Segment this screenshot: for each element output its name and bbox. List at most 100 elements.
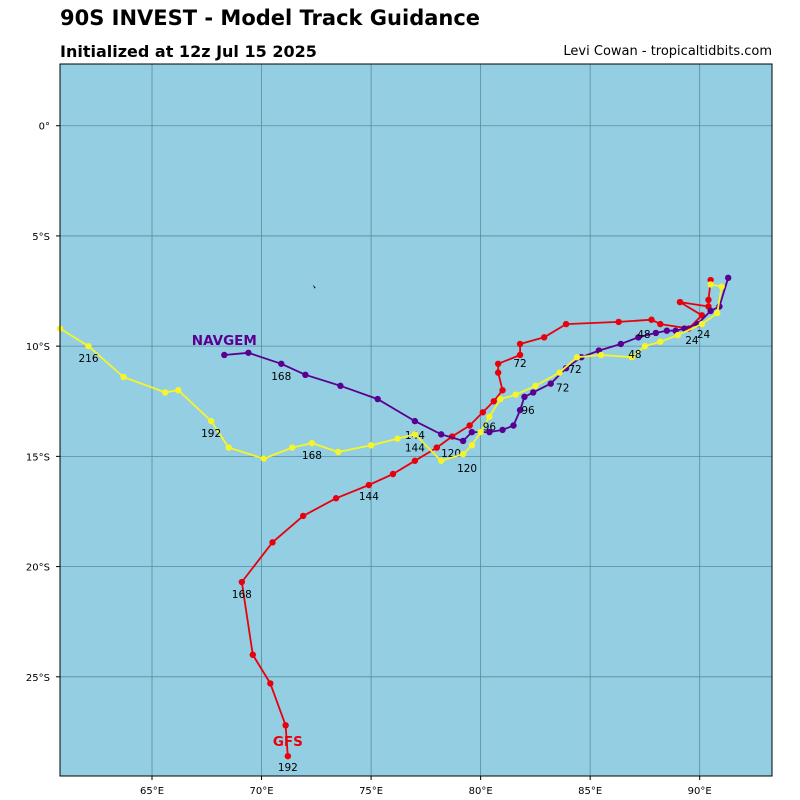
track-point [468,442,476,449]
track-point [289,444,296,451]
track-point [657,320,664,328]
track-point [516,406,524,414]
track-point [512,391,519,398]
track-point [573,353,581,361]
forecast-hour-label: 72 [556,383,569,395]
track-point [332,495,340,502]
track-point [335,448,342,456]
track-point [267,680,274,687]
track-point [718,283,725,290]
track-point [367,442,375,449]
track-point [510,422,517,429]
forecast-hour-label: 216 [78,353,98,365]
model-name-label: NAVGEM [192,333,257,349]
track-point [411,417,419,425]
track-point [556,369,563,376]
model-tracks: 72 144 168 192 GFS 24 48 72 96 120 144 168 NAVGEM 24 4… [56,274,732,774]
track-point [562,320,570,328]
track-point [657,338,664,345]
track-point [282,722,289,729]
track-point [494,360,502,367]
forecast-hour-label: 48 [628,349,641,361]
forecast-hour-label: 144 [359,491,379,503]
track-point [724,274,732,282]
forecast-hour-label: 168 [232,589,252,601]
forecast-hour-label: 168 [271,371,291,383]
track-point [284,752,292,760]
chart-subtitle: Initialized at 12z Jul 15 2025 [60,42,317,61]
track-point [516,340,524,348]
x-tick-label: 90°E [688,786,712,797]
forecast-hour-label: 168 [302,450,322,462]
plot-frame [59,63,773,777]
y-tick-label: 5°S [32,232,50,243]
track-point [389,470,397,478]
track-point [707,281,714,288]
forecast-hour-label: 96 [483,422,497,434]
track-point [269,539,276,546]
track-point [652,329,660,337]
track-point [394,435,401,442]
track-point [459,450,467,458]
forecast-hour-label: 96 [521,405,535,417]
model-name-label: GFS [273,734,303,750]
island-mark [312,284,316,289]
series-track-model-2: 24 48 72 96 120 144 168 192 216 [56,281,725,475]
track-point [161,389,169,396]
track-point [497,395,504,403]
forecast-hour-label: 24 [697,329,711,341]
track-point [499,426,506,434]
track-point [486,428,493,436]
track-point [698,320,706,328]
track-point [641,342,649,350]
track-point [411,431,419,438]
y-tick-label: 20°S [26,563,50,574]
track-point [486,413,493,420]
track-point [302,371,309,379]
forecast-hour-label: 24 [685,335,699,347]
track-point [175,387,182,394]
track-point [663,327,671,334]
track-point [494,369,502,376]
track-point [479,409,487,416]
axes: 65°E 70°E 75°E 80°E 85°E 90°E 0° 5°S 10°S 15°S 20°… [26,122,712,797]
forecast-hour-label: 144 [405,442,425,454]
y-tick-label: 10°S [26,342,50,353]
track-point [466,422,473,429]
track-point [597,351,605,359]
track-point [238,578,246,586]
track-point [674,331,681,339]
track-point [681,325,688,332]
track-point [411,457,419,464]
forecast-hour-label: 120 [457,463,477,475]
y-tick-label: 0° [39,122,50,133]
track-point [676,298,684,306]
track-point [459,437,467,445]
track-point [628,353,635,361]
x-tick-label: 80°E [469,786,493,797]
track-point [714,309,721,317]
track-point [516,351,524,359]
forecast-hour-label: 192 [278,762,298,774]
track-point [648,316,655,323]
track-point [260,455,267,462]
track-point [617,340,625,348]
track-point [85,342,92,350]
track-point [120,373,127,381]
y-tick-label: 25°S [26,673,50,684]
track-point [468,428,476,436]
grid-lines [60,64,772,776]
x-tick-label: 65°E [140,786,164,797]
track-point [521,393,528,401]
track-point [540,334,548,341]
track-point [499,387,506,394]
series-track-navgem: 24487296120144168NAVGEM [192,274,732,460]
track-point [337,382,344,390]
track-point [299,512,307,520]
track-point [249,651,256,658]
series-track-gfs: 72 144 168 192 GFS [232,276,714,774]
track-point [615,318,622,326]
track-point [530,389,537,396]
forecast-hour-label: 192 [201,428,221,440]
